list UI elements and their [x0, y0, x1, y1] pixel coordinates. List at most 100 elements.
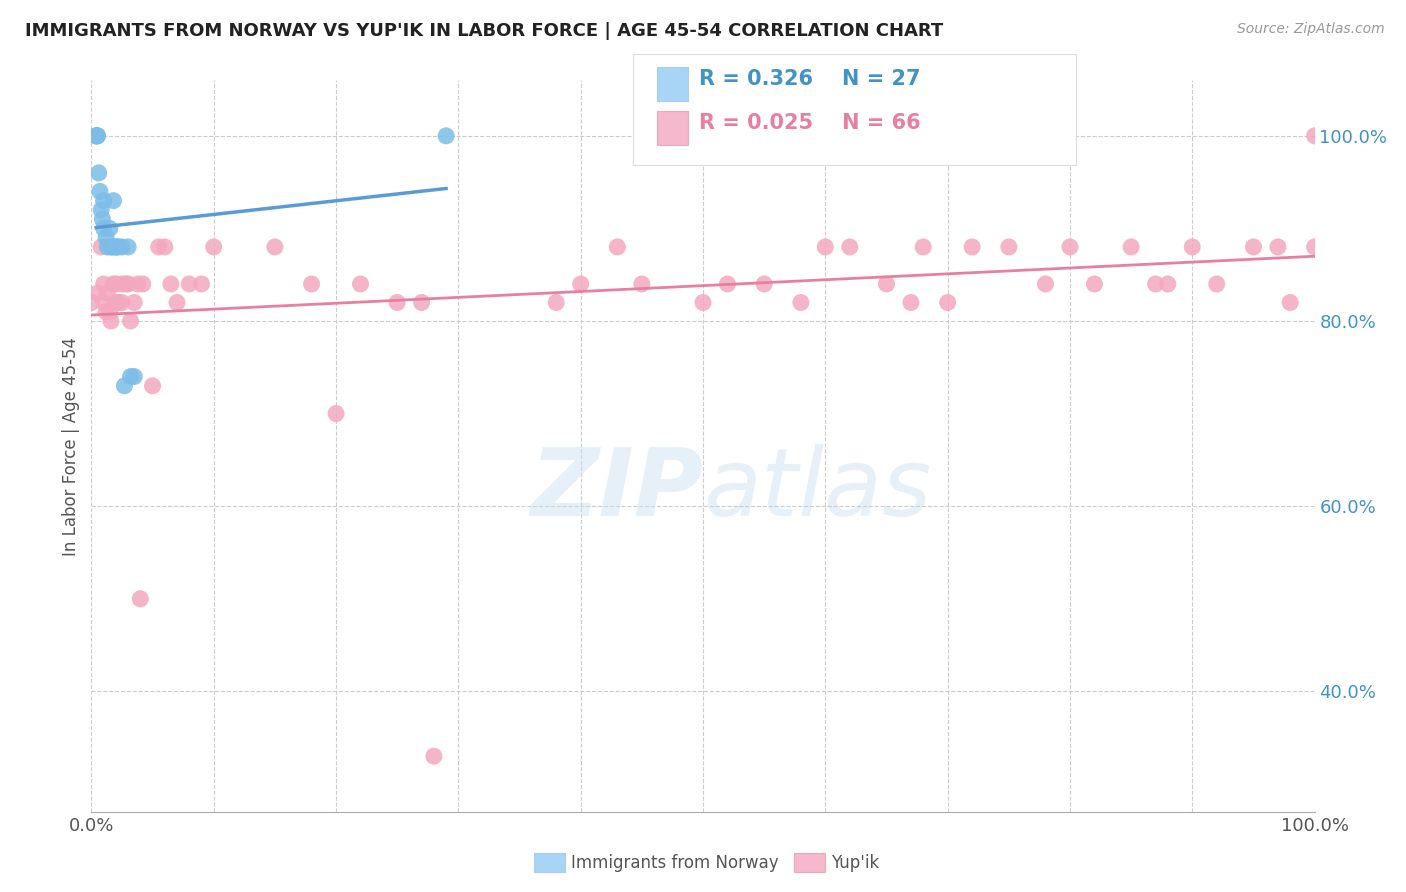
- Point: [84, 128, 107, 143]
- Point: [86, 286, 108, 301]
- Point: [111, 240, 134, 254]
- Point: [91, 212, 114, 227]
- Point: [84, 128, 107, 143]
- Point: [1181, 240, 1204, 254]
- Point: [107, 295, 129, 310]
- Point: [111, 295, 134, 310]
- Point: [104, 240, 127, 254]
- Point: [103, 277, 125, 291]
- Point: [385, 295, 409, 310]
- Point: [153, 240, 176, 254]
- Point: [96, 240, 118, 254]
- Point: [84, 128, 107, 143]
- Point: [103, 194, 125, 208]
- Point: [606, 240, 628, 254]
- Text: Yup'ik: Yup'ik: [831, 854, 879, 871]
- Point: [104, 277, 127, 291]
- Point: [998, 240, 1021, 254]
- Point: [86, 128, 108, 143]
- Y-axis label: In Labor Force | Age 45-54: In Labor Force | Age 45-54: [62, 336, 80, 556]
- Text: IMMIGRANTS FROM NORWAY VS YUP'IK IN LABOR FORCE | AGE 45-54 CORRELATION CHART: IMMIGRANTS FROM NORWAY VS YUP'IK IN LABO…: [25, 22, 943, 40]
- Point: [104, 240, 127, 254]
- Point: [101, 240, 124, 254]
- Point: [122, 295, 145, 310]
- Point: [105, 240, 128, 254]
- Text: Immigrants from Norway: Immigrants from Norway: [571, 854, 779, 871]
- Point: [1121, 240, 1143, 254]
- Point: [98, 221, 121, 235]
- Point: [838, 240, 860, 254]
- Point: [148, 240, 170, 254]
- Point: [1303, 128, 1326, 143]
- Point: [114, 277, 136, 291]
- Point: [1059, 240, 1081, 254]
- Point: [423, 749, 446, 764]
- Point: [86, 128, 108, 143]
- Point: [111, 277, 134, 291]
- Point: [120, 314, 142, 328]
- Point: [716, 277, 738, 291]
- Point: [301, 277, 323, 291]
- Point: [325, 407, 347, 421]
- Point: [89, 185, 111, 199]
- Point: [94, 230, 117, 244]
- Point: [96, 286, 118, 301]
- Point: [349, 277, 371, 291]
- Point: [631, 277, 654, 291]
- Point: [960, 240, 983, 254]
- Point: [160, 277, 183, 291]
- Point: [190, 277, 212, 291]
- Point: [875, 277, 898, 291]
- Point: [87, 166, 110, 180]
- Point: [264, 240, 287, 254]
- Point: [122, 369, 145, 384]
- Point: [127, 277, 149, 291]
- Point: [1144, 277, 1167, 291]
- Point: [166, 295, 188, 310]
- Point: [692, 295, 714, 310]
- Point: [179, 277, 201, 291]
- Point: [1083, 277, 1105, 291]
- Text: R = 0.326    N = 27: R = 0.326 N = 27: [699, 69, 921, 88]
- Point: [100, 314, 122, 328]
- Point: [94, 304, 117, 318]
- Point: [754, 277, 776, 291]
- Point: [1303, 240, 1326, 254]
- Point: [100, 240, 122, 254]
- Text: Source: ZipAtlas.com: Source: ZipAtlas.com: [1237, 22, 1385, 37]
- Point: [569, 277, 592, 291]
- Point: [98, 304, 121, 318]
- Point: [90, 240, 112, 254]
- Point: [1205, 277, 1227, 291]
- Point: [90, 202, 112, 217]
- Point: [1267, 240, 1289, 254]
- Point: [1243, 240, 1265, 254]
- Point: [93, 295, 115, 310]
- Point: [814, 240, 837, 254]
- Point: [434, 128, 457, 143]
- Point: [93, 277, 115, 291]
- Point: [117, 277, 139, 291]
- Point: [93, 221, 115, 235]
- Point: [129, 591, 152, 606]
- Point: [202, 240, 225, 254]
- Point: [132, 277, 155, 291]
- Point: [900, 295, 922, 310]
- Text: atlas: atlas: [703, 444, 931, 535]
- Point: [411, 295, 433, 310]
- Point: [117, 240, 139, 254]
- Point: [1279, 295, 1302, 310]
- Point: [936, 295, 959, 310]
- Point: [104, 295, 127, 310]
- Point: [107, 240, 129, 254]
- Point: [112, 379, 135, 393]
- Point: [93, 194, 115, 208]
- Point: [1035, 277, 1057, 291]
- Point: [1157, 277, 1180, 291]
- Text: R = 0.025    N = 66: R = 0.025 N = 66: [699, 113, 921, 133]
- Point: [912, 240, 935, 254]
- Point: [120, 369, 142, 384]
- Point: [141, 379, 163, 393]
- Text: ZIP: ZIP: [530, 444, 703, 536]
- Point: [790, 295, 813, 310]
